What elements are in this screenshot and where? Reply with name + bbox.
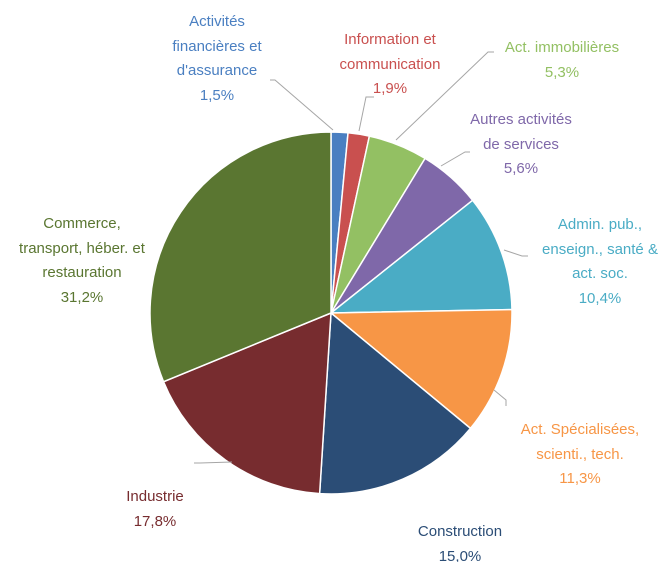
category-label: Industrie (126, 488, 184, 505)
slice-label: Act. Spécialisées, scienti., tech. 11,3% (510, 418, 650, 492)
leader-line (358, 96, 374, 132)
value-label: 1,5% (199, 86, 235, 104)
leader-line (270, 79, 334, 131)
slice-label: Admin. pub., enseign., santé & act. soc.… (535, 213, 665, 311)
value-label: 11,3% (559, 470, 601, 487)
slice-label: Commerce, transport, héber. et restaurat… (15, 212, 150, 310)
pie-slice (328, 199, 513, 314)
leader-line (395, 51, 494, 141)
category-label: Information et communication (339, 31, 441, 73)
value-label: 5,3% (544, 63, 580, 81)
category-label: Act. immobilières (504, 39, 620, 56)
pie-slice (162, 311, 332, 495)
leader-line (194, 461, 233, 464)
slice-label: Autres activités de services 5,6% (461, 108, 581, 182)
pie-slice (149, 131, 332, 383)
value-label: 31,2% (60, 288, 104, 306)
value-label: 17,8% (133, 512, 177, 530)
value-label: 10,4% (578, 289, 622, 307)
slice-label: Act. immobilières 5,3% (482, 36, 642, 85)
category-label: Admin. pub., enseign., santé & act. soc. (542, 216, 658, 282)
category-label: Commerce, transport, héber. et restaurat… (19, 215, 145, 281)
leader-line (503, 249, 528, 257)
value-label: 1,9% (372, 80, 408, 97)
category-label: Autres activités de services (470, 111, 572, 153)
pie-slice (318, 311, 472, 495)
category-label: Act. Spécialisées, scienti., tech. (520, 421, 640, 463)
slice-label: Industrie 17,8% (95, 485, 215, 534)
slices (149, 131, 513, 495)
pie-slice (328, 308, 513, 430)
value-label: 5,6% (503, 160, 539, 177)
category-label: Construction (417, 523, 503, 540)
leader-line (493, 389, 507, 406)
leader-line (440, 151, 470, 167)
slice-label: Construction 15,0% (390, 520, 530, 562)
slice-label: Activités financières et d'assurance 1,5% (162, 10, 272, 108)
slice-label: Information et communication 1,9% (330, 28, 450, 102)
category-label: Activités financières et d'assurance (172, 13, 262, 79)
value-label: 15,0% (438, 547, 482, 562)
